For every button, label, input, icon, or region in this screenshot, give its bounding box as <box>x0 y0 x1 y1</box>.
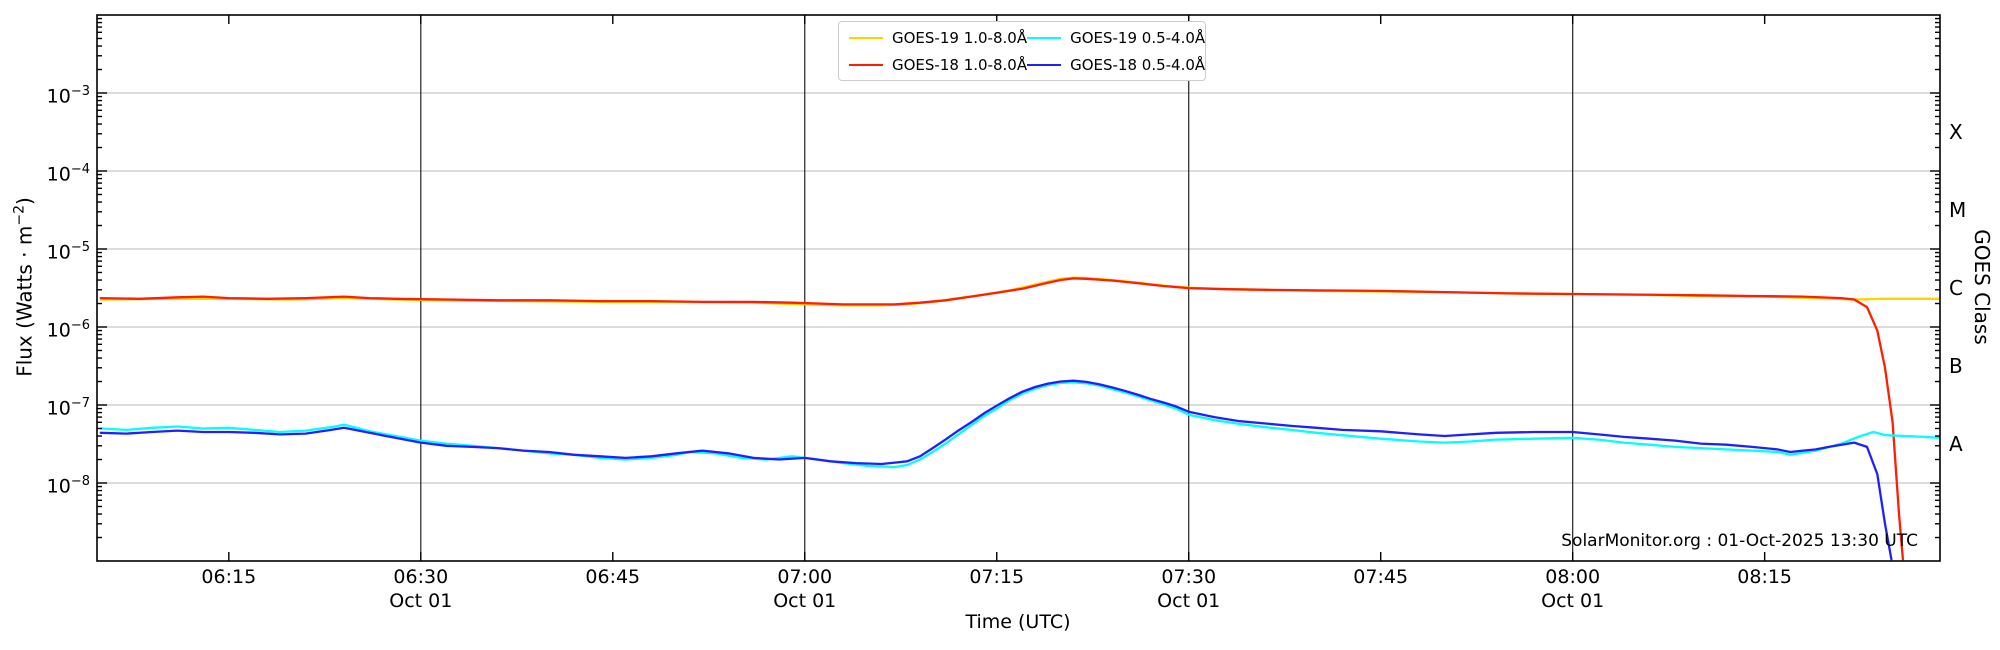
goes-class-label-c: C <box>1949 276 1963 300</box>
x-day-label-06-30: Oct 01 <box>389 590 453 612</box>
legend-line-swatch <box>849 36 883 39</box>
goes-class-label-x: X <box>1949 120 1963 144</box>
y-tick-label-1e-5: 10−5 <box>46 240 90 264</box>
y-tick-label-1e-6: 10−6 <box>46 318 90 342</box>
goes-class-label-b: B <box>1949 354 1963 378</box>
legend-label: GOES-19 1.0-8.0Å <box>892 28 1028 47</box>
x-day-label-08-00: Oct 01 <box>1541 590 1605 612</box>
legend-label: GOES-19 0.5-4.0Å <box>1070 28 1206 47</box>
series-goes-19-1-0-8-0- <box>99 276 1940 307</box>
legend: GOES-19 1.0-8.0Å GOES-19 0.5-4.0Å GOES-18 … <box>838 21 1206 81</box>
legend-line-swatch <box>849 63 883 66</box>
y-tick-label-1e-7: 10−7 <box>46 396 90 420</box>
x-day-label-07-00: Oct 01 <box>773 590 837 612</box>
legend-item-goes-18-1-0-8-0-: GOES-18 1.0-8.0Å <box>849 56 1027 74</box>
x-tick-label-06-15: 06:15 <box>201 566 257 588</box>
y-axis-label-right: GOES Class <box>1970 229 1994 345</box>
series-goes-18-1-0-8-0- <box>99 277 1905 561</box>
legend-label: GOES-18 1.0-8.0Å <box>892 55 1028 74</box>
data-series <box>99 276 1940 561</box>
watermark-text: SolarMonitor.org : 01-Oct-2025 13:30 UTC <box>1561 531 1918 551</box>
legend-item-goes-19-0-5-4-0-: GOES-19 0.5-4.0Å <box>1027 29 1205 47</box>
x-tick-label-07-15: 07:15 <box>969 566 1025 588</box>
y-tick-label-1e-3: 10−3 <box>46 84 90 108</box>
x-tick-label-06-30: 06:30 <box>393 566 449 588</box>
vertical-gridlines <box>420 15 1574 561</box>
series-goes-19-0-5-4-0- <box>99 381 1940 469</box>
x-tick-label-07-00: 07:00 <box>777 566 833 588</box>
x-tick-label-08-15: 08:15 <box>1737 566 1793 588</box>
x-tick-label-06-45: 06:45 <box>585 566 641 588</box>
legend-item-goes-18-0-5-4-0-: GOES-18 0.5-4.0Å <box>1027 56 1205 74</box>
goes-class-label-a: A <box>1949 432 1963 456</box>
y-tick-label-1e-8: 10−8 <box>46 474 90 498</box>
y-tick-label-1e-4: 10−4 <box>46 162 90 186</box>
x-tick-label-08-00: 08:00 <box>1545 566 1601 588</box>
plot-border <box>96 14 1941 562</box>
x-axis-label: Time (UTC) <box>965 611 1071 633</box>
y-axis-label-left: Flux (Watts · m−2) <box>11 197 37 377</box>
x-day-label-07-30: Oct 01 <box>1157 590 1221 612</box>
legend-line-swatch <box>1027 36 1062 39</box>
horizontal-gridlines <box>97 92 1940 484</box>
goes-class-label-m: M <box>1949 198 1967 222</box>
x-tick-label-07-45: 07:45 <box>1353 566 1409 588</box>
legend-item-goes-19-1-0-8-0-: GOES-19 1.0-8.0Å <box>849 29 1027 47</box>
legend-label: GOES-18 0.5-4.0Å <box>1070 55 1206 74</box>
series-goes-18-0-5-4-0- <box>99 379 1893 561</box>
legend-line-swatch <box>1027 63 1062 66</box>
x-tick-label-07-30: 07:30 <box>1161 566 1217 588</box>
